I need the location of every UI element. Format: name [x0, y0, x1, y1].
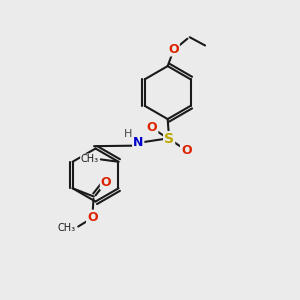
Text: CH₃: CH₃ — [57, 223, 75, 233]
Text: O: O — [147, 122, 158, 134]
Text: CH₃: CH₃ — [80, 154, 98, 164]
Text: O: O — [101, 176, 112, 189]
Text: S: S — [164, 132, 174, 146]
Text: O: O — [168, 43, 179, 56]
Text: H: H — [124, 129, 133, 139]
Text: O: O — [181, 144, 191, 157]
Text: N: N — [133, 136, 143, 148]
Text: O: O — [87, 211, 98, 224]
